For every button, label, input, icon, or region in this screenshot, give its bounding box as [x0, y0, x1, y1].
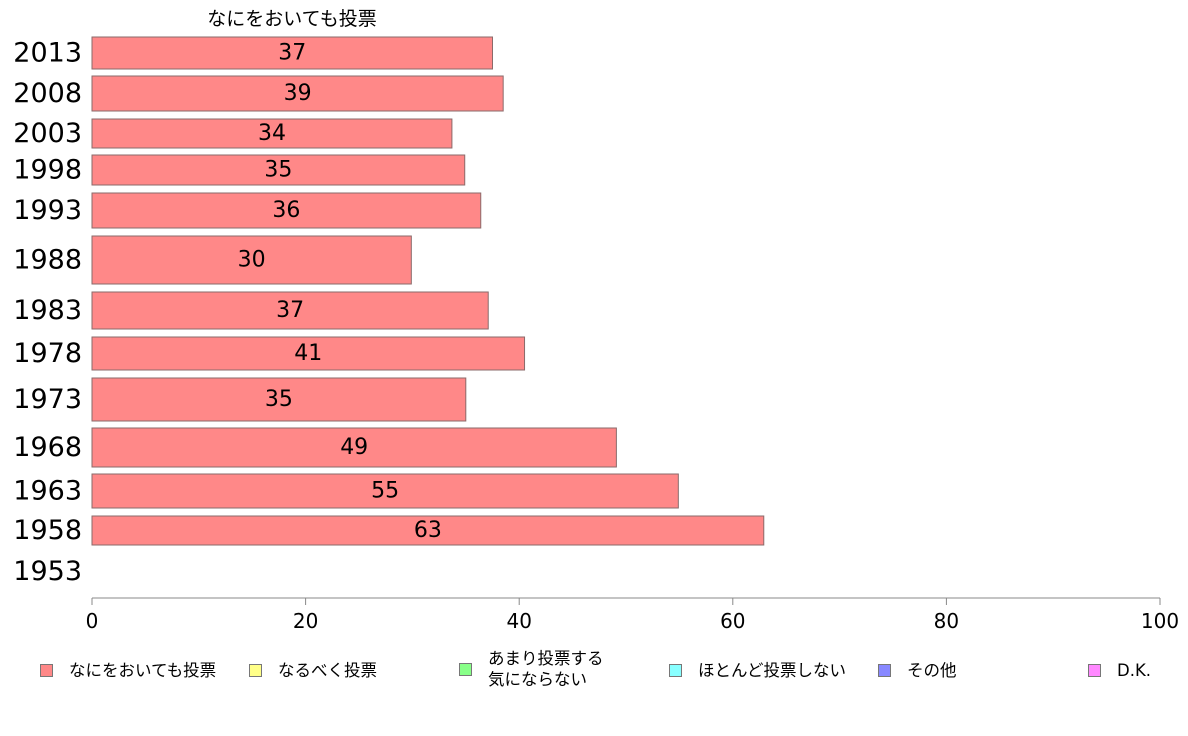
- bar: [91, 75, 504, 112]
- x-tick-label: 100: [1141, 609, 1179, 633]
- legend: なにをおいても投票 なるべく投票 あまり投票する 気にならない ほとんど投票しな…: [0, 646, 1188, 696]
- bar-value-label: 49: [340, 435, 368, 460]
- y-tick-label: 1953: [13, 556, 82, 587]
- y-tick-label: 2008: [13, 78, 82, 109]
- bar: [91, 192, 482, 229]
- bar-value-label: 36: [272, 198, 300, 223]
- bar-value-label: 41: [294, 341, 322, 366]
- x-tick-label: 80: [934, 609, 959, 633]
- series-title: なにをおいても投票: [207, 8, 377, 30]
- legend-item: ほとんど投票しない: [669, 660, 846, 681]
- legend-item: その他: [878, 660, 957, 681]
- bar-value-label: 34: [258, 121, 286, 146]
- x-tick-label: 40: [506, 609, 531, 633]
- legend-swatch: [669, 664, 682, 677]
- x-tick-label: 0: [86, 609, 99, 633]
- bar-value-label: 39: [284, 81, 312, 106]
- x-tick-label: 20: [293, 609, 318, 633]
- legend-swatch: [459, 662, 472, 676]
- legend-item: あまり投票する 気にならない: [459, 648, 604, 690]
- y-tick-label: 2013: [13, 38, 82, 69]
- y-tick-label: 1983: [13, 295, 82, 326]
- y-tick-label: 1973: [13, 384, 82, 415]
- bar: [91, 154, 466, 186]
- bar: [91, 427, 617, 468]
- legend-label: ほとんど投票しない: [698, 661, 847, 680]
- bar: [91, 291, 489, 330]
- bar-value-label: 63: [414, 518, 442, 543]
- bar: [91, 473, 679, 509]
- legend-label: なにをおいても投票: [69, 661, 217, 680]
- bar: [91, 118, 453, 149]
- legend-swatch: [40, 664, 53, 677]
- y-tick-label: 1963: [13, 476, 82, 507]
- x-tick-label: 60: [720, 609, 745, 633]
- y-tick-label: 1978: [13, 338, 82, 369]
- bar-value-label: 37: [278, 41, 306, 66]
- bar: [91, 377, 467, 422]
- y-axis-labels: 2013 2008 2003 1998 1993 1988 1983 1978 1973 1968…: [13, 38, 82, 588]
- legend-label: その他: [907, 661, 957, 680]
- bar-value-label: 35: [264, 158, 292, 183]
- y-tick-label: 1993: [13, 195, 82, 226]
- bar-value-label: 37: [276, 298, 304, 323]
- bar: [91, 36, 493, 70]
- legend-swatch: [249, 664, 262, 677]
- bars: [91, 36, 765, 546]
- y-tick-label: 1958: [13, 515, 82, 546]
- legend-label: D.K.: [1117, 661, 1152, 680]
- legend-item: なにをおいても投票: [40, 660, 216, 681]
- bar: [91, 235, 412, 285]
- legend-item: なるべく投票: [249, 660, 377, 681]
- y-tick-label: 1998: [13, 155, 82, 186]
- bar-value-label: 30: [238, 248, 266, 273]
- x-axis: 0 20 40 60 80 100: [86, 597, 1179, 633]
- legend-label: あまり投票する 気にならない: [488, 649, 604, 689]
- bar: [91, 515, 765, 546]
- legend-item: D.K.: [1088, 660, 1151, 681]
- bar-value-label: 55: [371, 479, 399, 504]
- y-tick-label: 2003: [13, 118, 82, 149]
- bar-value-label: 35: [265, 387, 293, 412]
- legend-swatch: [1088, 664, 1101, 677]
- bar: [91, 336, 526, 371]
- legend-swatch: [878, 664, 891, 677]
- legend-label: なるべく投票: [278, 661, 377, 680]
- y-tick-label: 1988: [13, 245, 82, 276]
- y-tick-label: 1968: [13, 432, 82, 463]
